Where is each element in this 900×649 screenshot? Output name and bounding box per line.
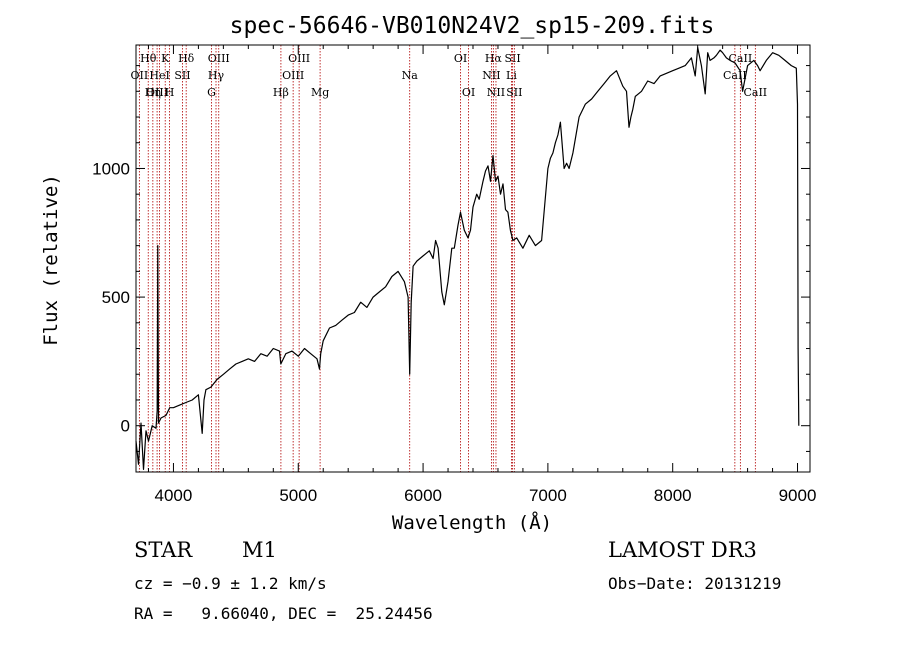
coordinates: RA = 9.66040, DEC = 25.24456 xyxy=(134,604,433,623)
x-axis-label: Wavelength (Å) xyxy=(392,511,552,534)
line-label-13: OIII xyxy=(288,52,310,65)
y-axis-label: Flux (relative) xyxy=(40,174,62,346)
line-label-7: SII xyxy=(174,69,190,82)
line-label-16: Na xyxy=(402,69,419,82)
line-label-5: K xyxy=(161,52,170,65)
line-label-3: HeI xyxy=(149,69,169,82)
line-label-20: NII xyxy=(482,69,500,82)
line-label-26: CaII xyxy=(723,69,747,82)
line-label-19: Hα xyxy=(485,52,503,65)
line-label-4: Hη xyxy=(145,86,161,99)
line-label-17: OI xyxy=(454,52,467,65)
y-tick-label-1: 500 xyxy=(102,288,130,307)
series-line-0 xyxy=(135,46,800,470)
line-label-25: CaII xyxy=(729,52,753,65)
x-tick-label-4: 8000 xyxy=(654,486,692,505)
line-label-21: NII xyxy=(487,86,505,99)
line-label-9: OIII xyxy=(208,52,230,65)
line-label-8: Hδ xyxy=(178,52,195,65)
obs-date: Obs−Date: 20131219 xyxy=(608,574,782,593)
y-tick-label-0: 0 xyxy=(121,417,130,436)
line-label-23: Li xyxy=(506,69,517,82)
spectrum-series xyxy=(135,46,800,470)
line-label-27: CaII xyxy=(743,86,767,99)
line-label-6: H xyxy=(165,86,175,99)
line-label-18: OI xyxy=(462,86,475,99)
y-tick-label-2: 1000 xyxy=(92,159,130,178)
object-subclass: M1 xyxy=(242,538,277,562)
survey-name: LAMOST DR3 xyxy=(608,538,757,562)
x-tick-label-1: 5000 xyxy=(279,486,317,505)
redshift-readout: cz = −0.9 ± 1.2 km/s xyxy=(134,574,327,593)
line-label-14: OIII xyxy=(282,69,304,82)
axes: 4000 5000 6000 7000 8000 9000 0 500 1000 xyxy=(92,45,816,505)
line-label-0: Hθ xyxy=(140,52,157,65)
line-label-2: OIII xyxy=(146,86,168,99)
x-tick-label-5: 9000 xyxy=(779,486,817,505)
line-label-10: Hγ xyxy=(208,69,225,82)
spectrum-chart: spec-56646-VB010N24V2_sp15-209.fits Hθ OI… xyxy=(40,13,816,534)
line-label-15: Mg xyxy=(311,86,329,99)
line-label-22: SII xyxy=(504,52,520,65)
line-label-24: SII xyxy=(506,86,522,99)
x-tick-label-3: 7000 xyxy=(529,486,567,505)
line-markers: Hθ OII OIII HeI Hη K H SII Hδ OIII Hγ G Hβ OIII OIII Mg… xyxy=(131,45,767,472)
x-tick-label-0: 4000 xyxy=(155,486,193,505)
line-label-1: OII xyxy=(131,69,149,82)
line-label-11: G xyxy=(207,86,216,99)
x-tick-label-2: 6000 xyxy=(404,486,442,505)
object-type: STAR xyxy=(134,538,193,562)
chart-title: spec-56646-VB010N24V2_sp15-209.fits xyxy=(230,13,715,39)
line-label-12: Hβ xyxy=(273,86,289,99)
plot-frame xyxy=(135,44,811,473)
